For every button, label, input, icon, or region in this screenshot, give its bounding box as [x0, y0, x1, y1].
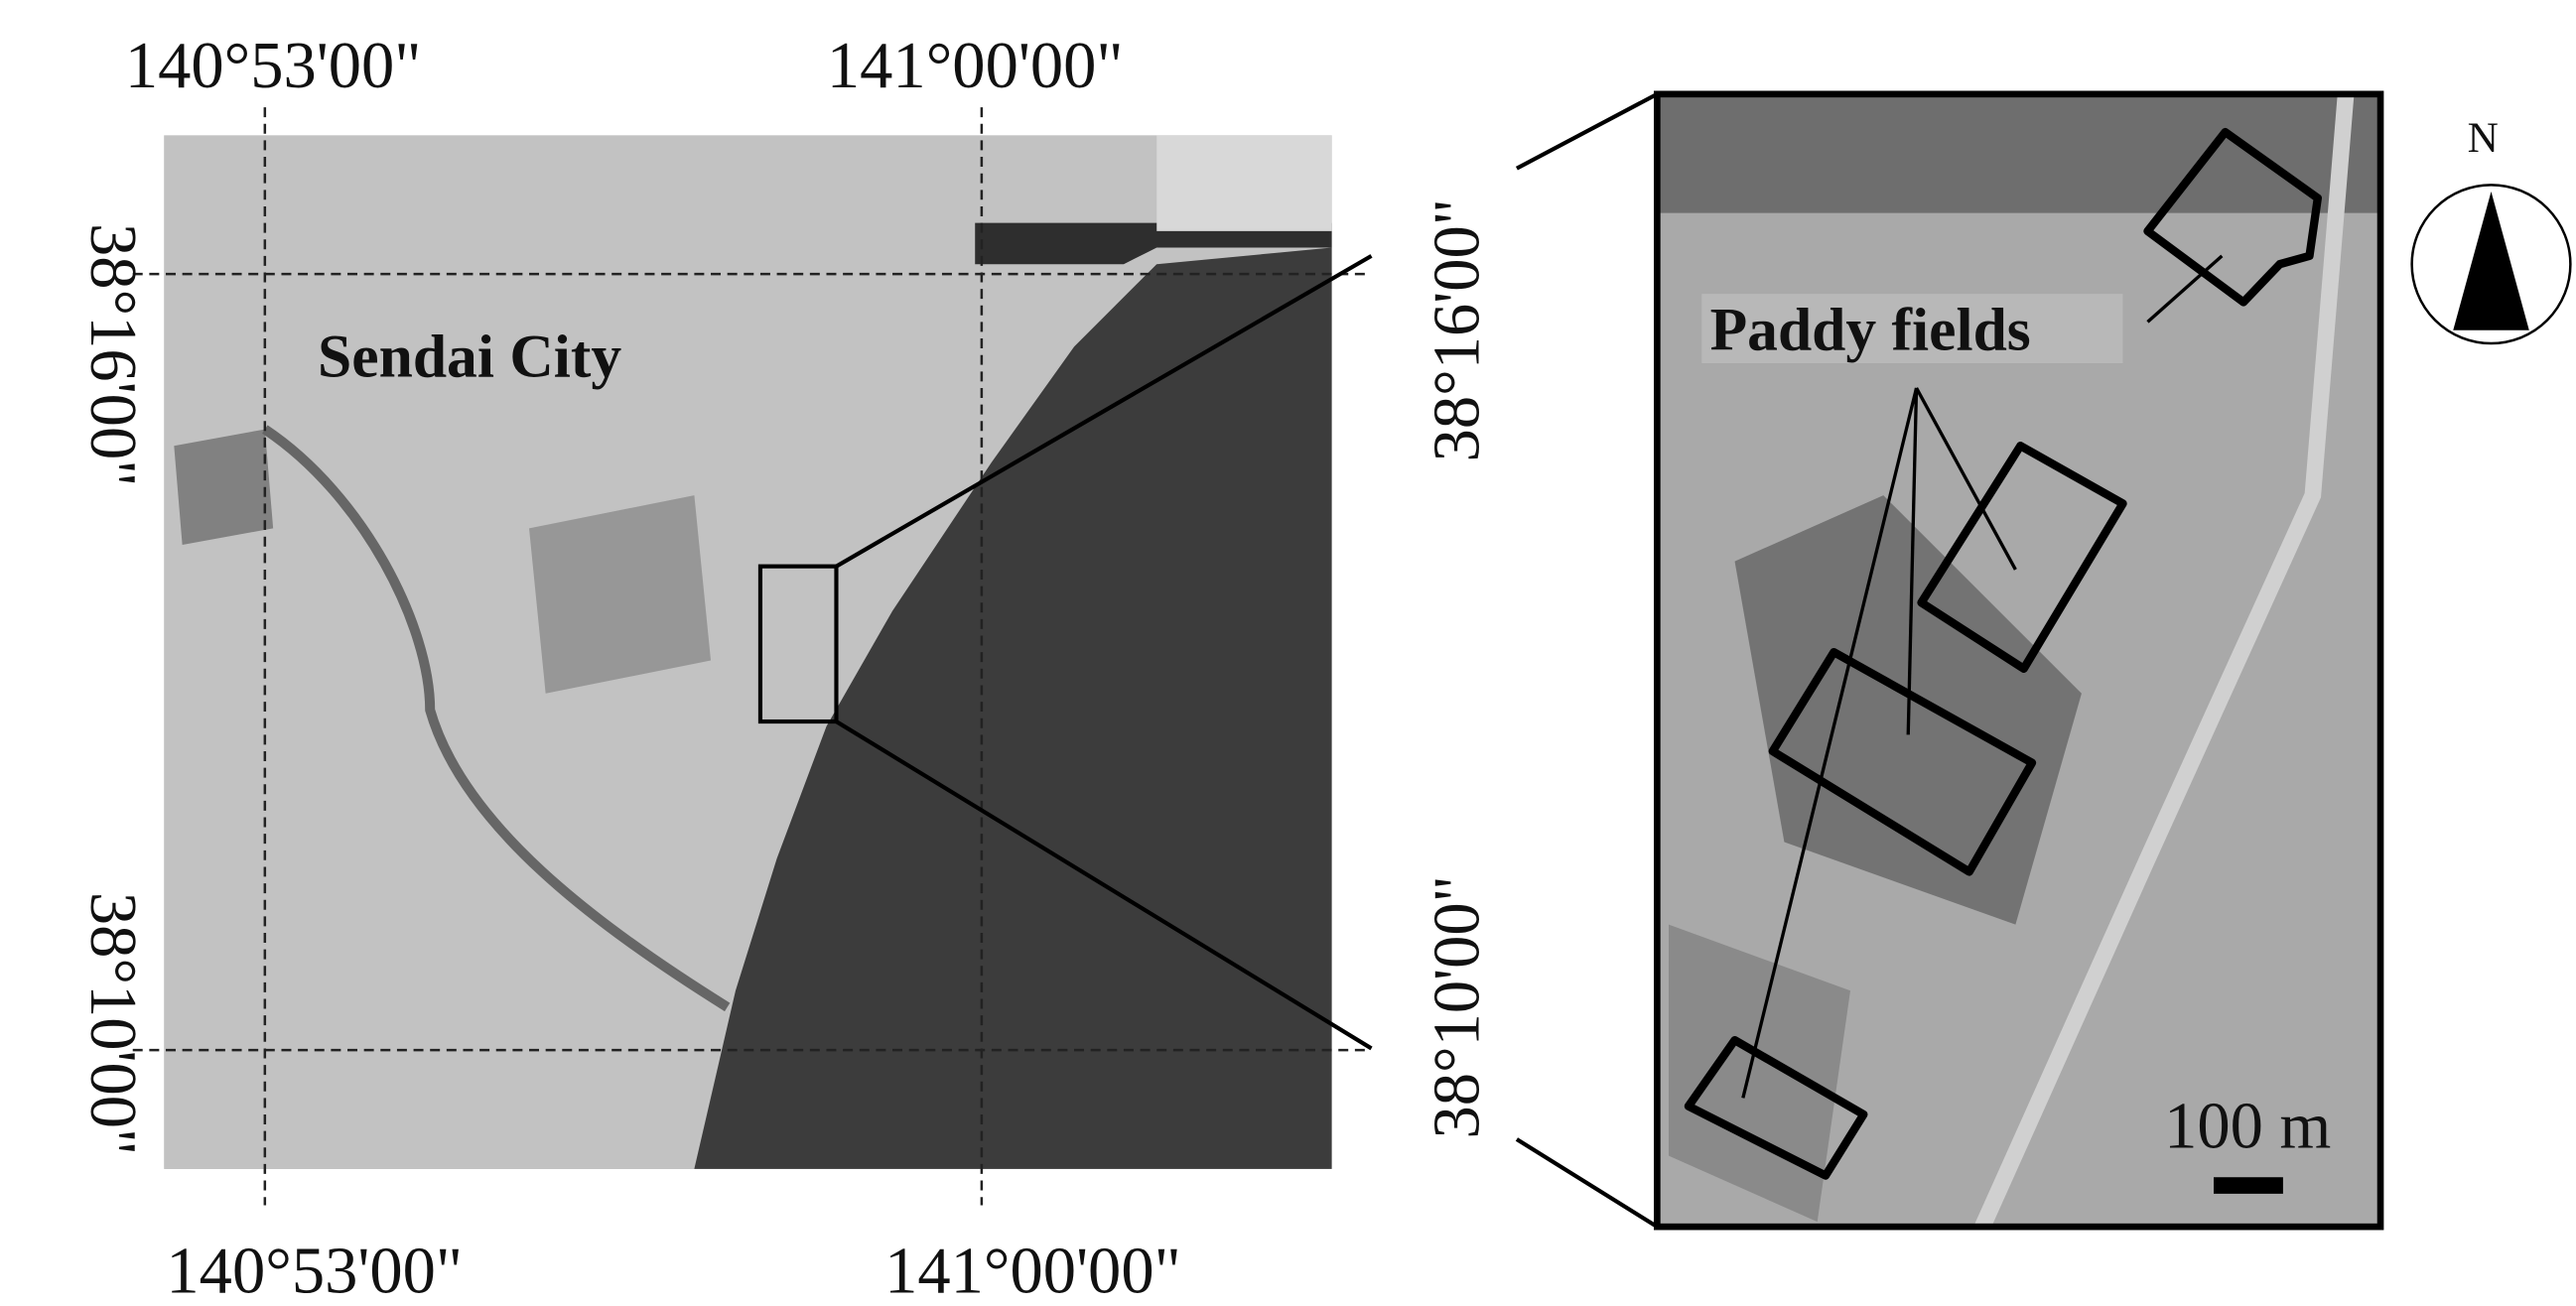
label-backdrop	[1701, 294, 2123, 364]
north-label: N	[2468, 114, 2499, 162]
zoom-box	[757, 564, 839, 724]
longitude-label: 141°00'00"	[884, 1236, 1181, 1306]
longitude-label: 140°53'00"	[125, 30, 422, 102]
inset-label: Paddy fields	[1710, 297, 2031, 364]
latitude-label: 38°10'00"	[76, 892, 149, 1155]
harbor	[975, 222, 1332, 265]
inset-frame	[1654, 90, 2384, 1231]
latitude-label: 38°10'00"	[1422, 875, 1494, 1138]
paddy-fields	[1684, 127, 2322, 1180]
grid-lines	[132, 107, 1372, 1206]
leader-lines	[1741, 254, 2224, 1099]
scale-label: 100 m	[2164, 1090, 2331, 1162]
sea	[694, 247, 1332, 1169]
forest	[174, 429, 274, 546]
land	[164, 135, 1332, 1169]
dark-fields	[529, 495, 712, 694]
road	[1974, 93, 2355, 1231]
latitude-label: 38°16'00"	[76, 223, 149, 486]
north-arrow	[2453, 191, 2529, 330]
city-label: Sendai City	[318, 323, 621, 390]
longitude-label: 140°53'00"	[166, 1236, 463, 1306]
latitude-label: 38°16'00"	[1422, 198, 1494, 461]
inset-dark-fields	[1668, 924, 1850, 1223]
inset-top-band	[1657, 93, 2381, 213]
scale-bar	[2214, 1177, 2283, 1194]
longitude-label: 141°00'00"	[827, 30, 1124, 102]
river	[262, 425, 731, 1012]
port	[1156, 135, 1332, 231]
zoom-lines	[835, 91, 1659, 1229]
